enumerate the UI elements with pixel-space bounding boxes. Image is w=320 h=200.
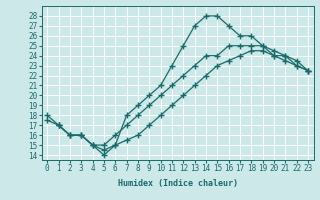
X-axis label: Humidex (Indice chaleur): Humidex (Indice chaleur): [118, 179, 237, 188]
